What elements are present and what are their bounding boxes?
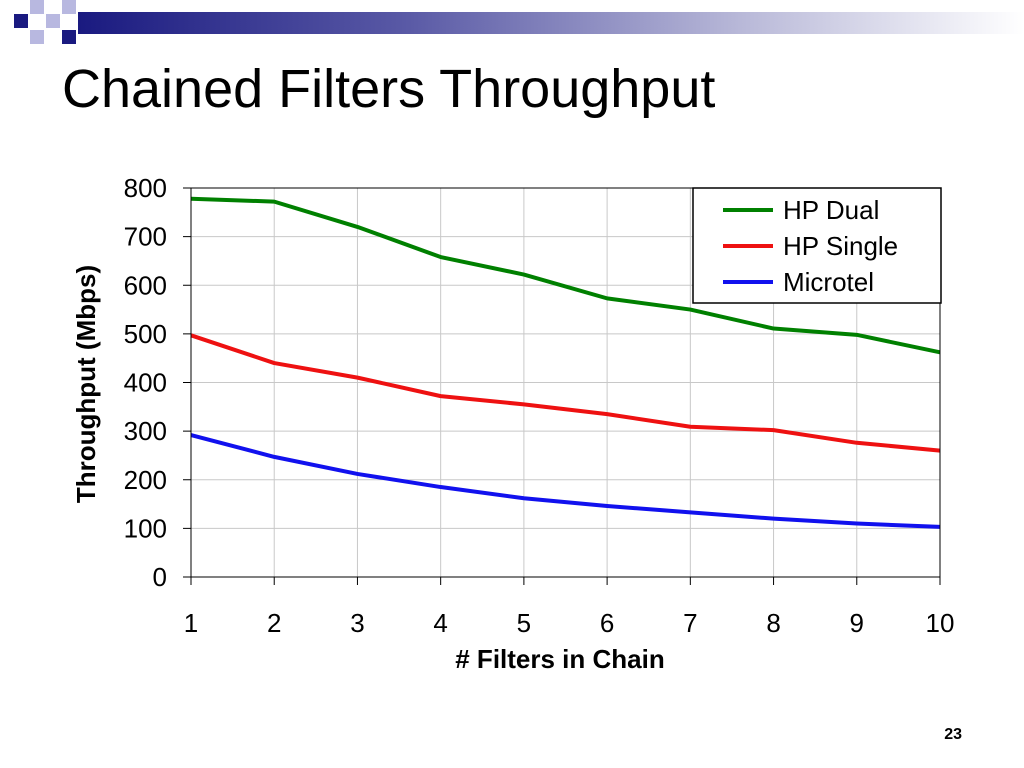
- legend-label: HP Single: [783, 231, 898, 261]
- y-tick-label: 100: [124, 513, 167, 543]
- slide-title: Chained Filters Throughput: [62, 59, 716, 119]
- x-tick-label: 8: [766, 608, 780, 638]
- x-tick-label: 9: [850, 608, 864, 638]
- x-tick-label: 7: [683, 608, 697, 638]
- y-axis-label: Throughput (Mbps): [71, 265, 101, 503]
- legend-label: HP Dual: [783, 195, 879, 225]
- x-tick-label: 5: [517, 608, 531, 638]
- series-lines: [190, 196, 941, 529]
- x-tick-label: 4: [433, 608, 447, 638]
- y-tick-label: 0: [153, 562, 167, 592]
- page-number: 23: [944, 726, 962, 743]
- y-tick-label: 600: [124, 270, 167, 300]
- series-line-microtel: [190, 433, 941, 529]
- y-tick-label: 800: [124, 173, 167, 203]
- y-tick-label: 200: [124, 465, 167, 495]
- x-tick-label: 2: [267, 608, 281, 638]
- title-gradient-band: [78, 12, 1024, 34]
- y-tick-label: 300: [124, 416, 167, 446]
- y-tick-label: 500: [124, 319, 167, 349]
- legend-label: Microtel: [783, 267, 874, 297]
- x-tick-label: 10: [926, 608, 955, 638]
- x-axis-label: # Filters in Chain: [455, 644, 665, 674]
- series-line-hp-single: [190, 333, 941, 453]
- y-tick-label: 400: [124, 368, 167, 398]
- x-tick-label: 1: [184, 608, 198, 638]
- legend: HP Dual HP Single Microtel: [692, 187, 942, 304]
- y-tick-label: 700: [124, 222, 167, 252]
- series-line-hp-dual: [190, 196, 941, 355]
- x-tick-label: 6: [600, 608, 614, 638]
- x-tick-label: 3: [350, 608, 364, 638]
- decorative-squares: [14, 0, 76, 44]
